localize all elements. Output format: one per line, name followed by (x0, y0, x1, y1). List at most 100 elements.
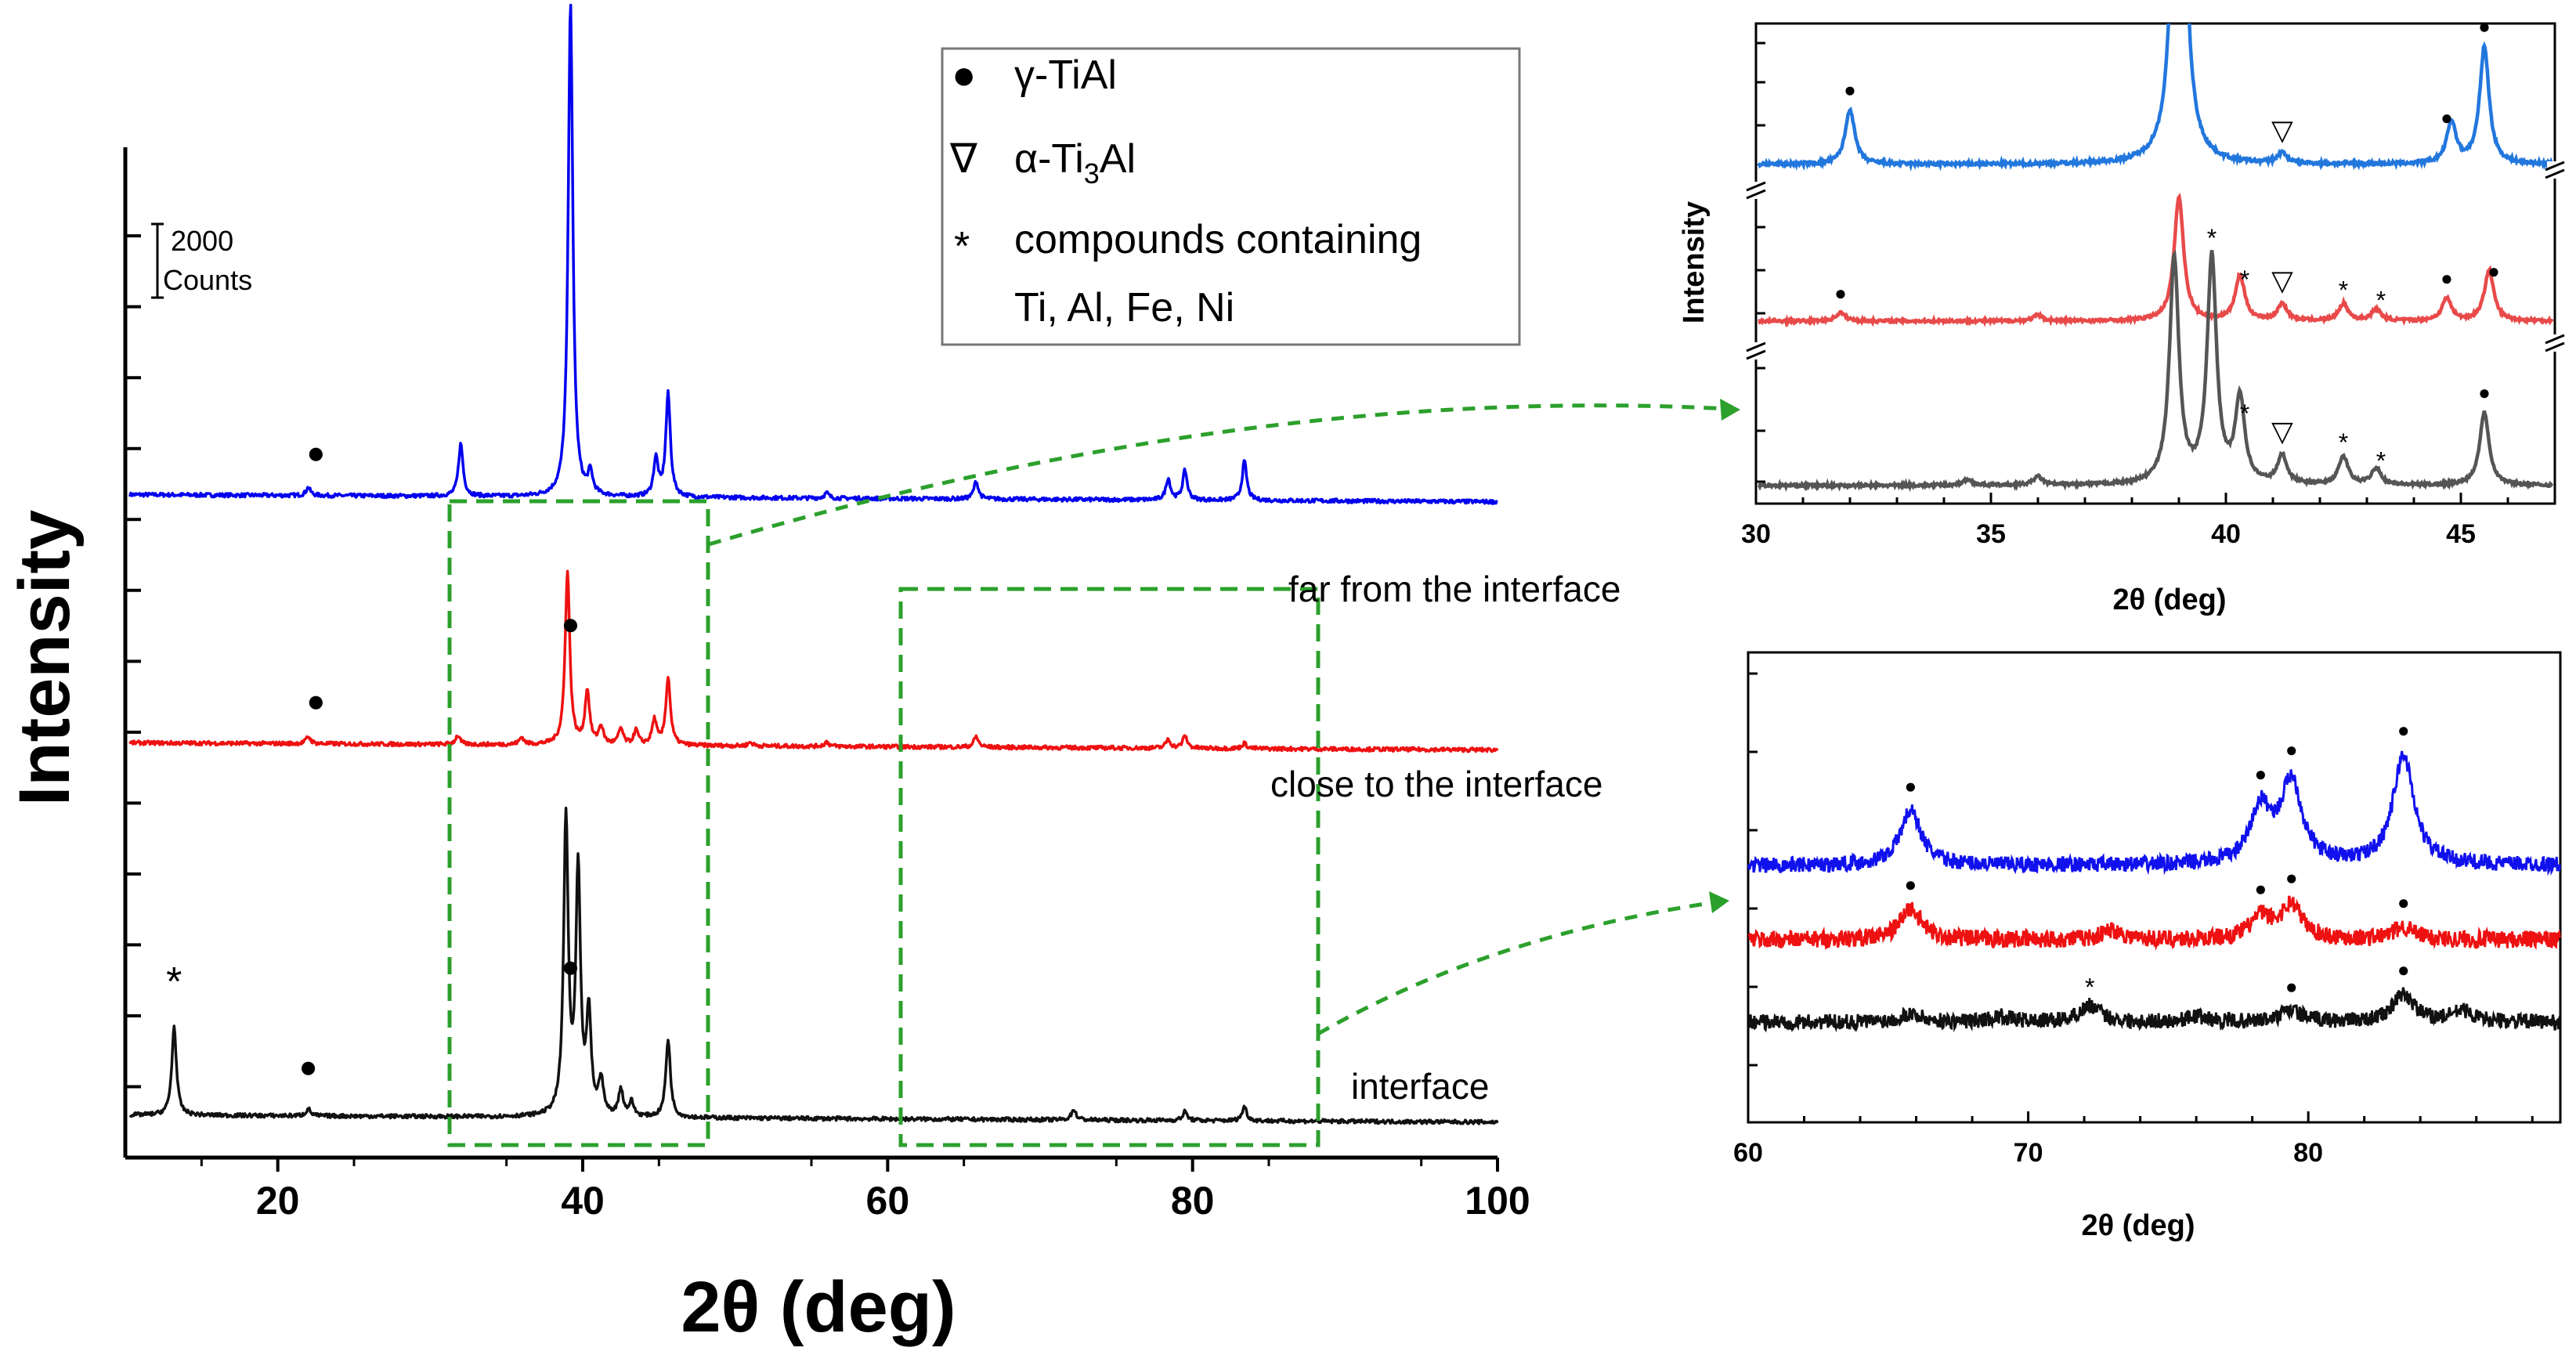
main-y-ticks (125, 234, 141, 1089)
axis-break-left-1b (1746, 189, 1766, 200)
axis-break-right-2a (2545, 334, 2565, 345)
trace-label-far: far from the interface (1288, 569, 1620, 609)
main-x-tick-label-100: 100 (1465, 1179, 1530, 1223)
inset-top-chart: ● ▽ ● ● ● * ▽ * * ● ● * * ▽ * * ● 30 35 40 45 2θ (deg) Inte… (1678, 15, 2565, 616)
inset-top-markers: ● ▽ ● ● ● * ▽ * * ● ● * * ▽ * * ● (1834, 15, 2500, 475)
legend-symbol-compounds: * (954, 224, 970, 269)
main-series-group (128, 3, 1499, 1125)
inset-top-marker-2: ● (2441, 106, 2453, 129)
inset-bottom-x-tick-label-80: 80 (2293, 1138, 2323, 1168)
legend-box (941, 47, 1521, 346)
main-x-tick-label-40: 40 (561, 1179, 605, 1223)
legend-label-elements: Ti, Al, Fe, Ni (1014, 285, 1234, 331)
inset-top-marker-11: * (2207, 224, 2217, 252)
inset-bottom-y-ticks (1748, 672, 1758, 1067)
inset-bottom-x-ticks: 60 70 80 (1733, 1111, 2534, 1168)
series-line-interface (128, 807, 1499, 1125)
inset-bottom-marker-2: ● (2285, 738, 2298, 761)
zoom-arrow-top-head (1720, 399, 1740, 421)
inset-bottom-x-axis-title: 2θ (deg) (2081, 1209, 2195, 1242)
inset-bottom-marker-3: ● (2397, 718, 2410, 742)
main-marker-1: ● (306, 436, 325, 471)
main-marker-3: ● (306, 685, 325, 719)
inset-bottom-x-tick-label-70: 70 (2014, 1138, 2043, 1168)
inset-top-y-ticks (1756, 42, 1765, 483)
inset-top-marker-10: ● (2487, 259, 2500, 283)
inset-top-marker-0: ● (1844, 78, 1856, 101)
inset-top-marker-13: ▽ (2271, 415, 2293, 447)
inset-top-axis-breaks (1746, 161, 2565, 360)
inset-top-marker-7: * (2339, 276, 2348, 304)
main-x-ticks: 20 40 60 80 100 (200, 1158, 1530, 1223)
inset-bottom-marker-1: ● (2255, 762, 2267, 786)
inset-top-marker-5: * (2240, 266, 2249, 294)
inset-bottom-x-tick-label-60: 60 (1733, 1138, 1763, 1168)
inset-bottom-marker-6: ● (2285, 866, 2298, 890)
main-marker-6: * (166, 959, 182, 1005)
inset-top-marker-9: ● (2441, 266, 2453, 290)
inset-top-line-far-from-the-interface (1757, 23, 2554, 172)
scale-bar: 2000 Counts (151, 222, 252, 299)
inset-top-marker-12: * (2240, 399, 2249, 428)
scale-bar-unit: Counts (163, 264, 252, 296)
inset-top-line-interface (1757, 249, 2554, 493)
inset-top-marker-8: * (2376, 286, 2386, 314)
main-x-tick-label-20: 20 (256, 1179, 300, 1223)
legend-symbol-alpha: ∇ (949, 136, 977, 182)
trace-label-close: close to the interface (1270, 764, 1602, 804)
inset-bottom-line-interface (1747, 987, 2561, 1033)
main-x-tick-label-80: 80 (1171, 1179, 1215, 1223)
inset-bottom-marker-8: * (2085, 974, 2094, 1002)
inset-top-x-tick-label-35: 35 (1976, 519, 2006, 549)
axis-break-right-1a (2545, 161, 2565, 172)
inset-top-x-ticks: 30 35 40 45 (1741, 493, 2509, 549)
inset-top-marker-4: ● (1834, 281, 1847, 305)
inset-bottom-markers: ● ● ● ● ● ● ● ● * ● ● (1905, 718, 2410, 1001)
legend-symbol-gamma: ● (952, 52, 976, 98)
inset-top-line-close-to-the-interface (1758, 193, 2554, 328)
inset-bottom-marker-10: ● (2397, 958, 2410, 981)
legend-label-alpha-ti3al: α-Ti3Al (1014, 136, 1136, 190)
inset-bottom-line-close-to-the-interface (1747, 895, 2561, 951)
axis-break-right-1b (2545, 168, 2565, 179)
axis-break-left-2b (1746, 349, 1766, 360)
inset-top-frame (1754, 22, 2556, 505)
legend-label-compounds: compounds containing (1014, 217, 1422, 262)
inset-bottom-frame (1747, 651, 2562, 1124)
inset-top-x-axis-title: 2θ (deg) (2112, 583, 2226, 616)
inset-top-y-axis-title: Intensity (1678, 201, 1711, 323)
inset-top-marker-6: ▽ (2271, 265, 2293, 297)
inset-bottom-marker-5: ● (2255, 876, 2267, 900)
inset-bottom-line-far-from-the-interface (1747, 750, 2561, 876)
scale-bar-value: 2000 (171, 225, 233, 257)
series-line-far-from-the-interface (128, 3, 1498, 505)
inset-top-marker-1: ▽ (2271, 114, 2293, 146)
inset-top-marker-15: * (2376, 446, 2386, 475)
trace-label-interface: interface (1351, 1066, 1489, 1107)
axis-break-right-2b (2545, 341, 2565, 352)
inset-bottom-chart: ● ● ● ● ● ● ● ● * ● ● 60 70 80 2θ (deg) (1733, 651, 2562, 1242)
inset-top-marker-3: ● (2478, 15, 2491, 38)
zoom-box-60-88 (898, 587, 1321, 1147)
inset-bottom-marker-9: ● (2285, 974, 2298, 998)
zoom-arrow-bottom (1317, 900, 1716, 1036)
inset-top-marker-16: ● (2478, 381, 2491, 404)
legend: ● γ-TiAl ∇ α-Ti3Al * compounds containin… (941, 47, 1521, 346)
inset-top-marker-14: * (2339, 428, 2348, 457)
inset-bottom-marker-4: ● (1905, 872, 1917, 896)
main-markers: ●●●●●●* (166, 436, 580, 1085)
inset-bottom-marker-0: ● (1905, 775, 1917, 798)
main-x-tick-label-60: 60 (866, 1179, 910, 1223)
inset-bottom-series-group (1747, 750, 2561, 1033)
zoom-arrow-top (708, 403, 1728, 547)
main-marker-5: ● (299, 1050, 318, 1085)
main-marker-2: ● (561, 607, 580, 641)
axis-break-left-2a (1746, 341, 1766, 352)
series-line-close-to-the-interface (128, 569, 1499, 753)
main-marker-4: ● (561, 950, 580, 984)
zoom-arrow-bottom-head (1709, 891, 1729, 913)
legend-label-gamma-tial: γ-TiAl (1014, 52, 1117, 98)
inset-top-x-tick-label-30: 30 (1741, 519, 1771, 549)
main-y-axis-title: Intensity (5, 510, 85, 806)
